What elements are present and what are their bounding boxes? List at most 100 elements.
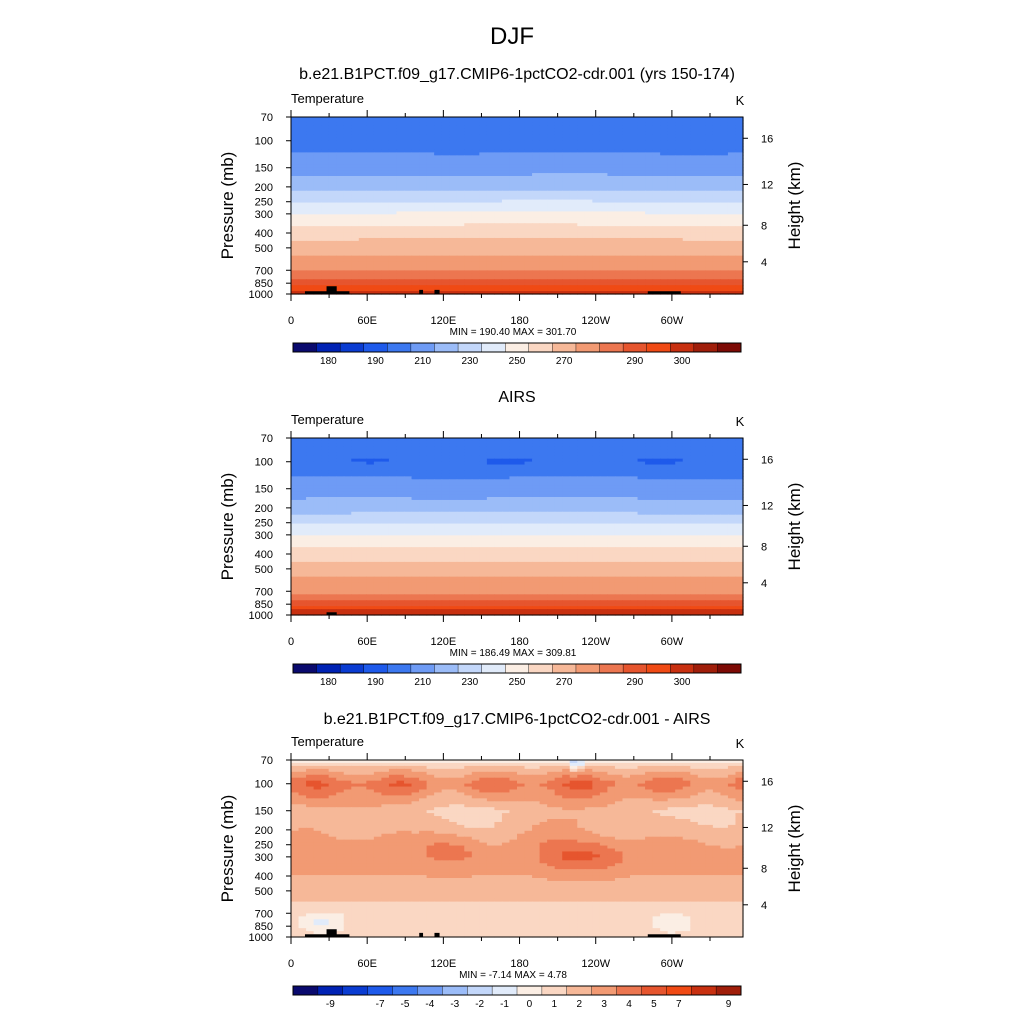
field-cell [313,199,322,204]
field-cell [479,485,488,489]
field-cell [328,264,337,269]
field-cell [336,264,345,269]
field-cell [336,458,345,463]
field-cell [434,184,443,189]
field-cell [667,117,676,121]
field-cell [532,202,541,207]
field-cell [298,479,307,483]
field-cell [720,470,729,474]
field-cell [479,131,488,136]
field-cell [562,190,571,195]
field-cell [479,184,488,189]
field-cell [313,117,322,121]
field-cell [584,187,593,192]
field-cell [697,246,706,251]
field-cell [366,202,375,207]
field-cell [426,288,435,292]
field-cell [584,438,593,442]
field-cell [682,190,691,195]
field-cell [697,196,706,201]
field-cell [532,440,541,445]
field-cell [426,464,435,469]
field-cell [614,273,624,277]
field-cell [735,464,744,469]
field-cell [434,476,443,480]
field-cell [607,255,616,260]
field-cell [479,285,488,289]
field-cell [291,264,300,269]
field-cell [298,246,307,251]
field-cell [456,155,465,159]
field-cell [562,134,571,139]
field-cell [373,122,382,127]
field-cell [547,476,556,480]
field-cell [712,117,721,121]
field-cell [727,488,737,492]
field-cell [441,208,450,212]
field-cell [637,202,646,207]
field-cell [705,485,714,489]
field-cell [660,134,669,139]
field-cell [735,161,744,165]
field-cell [614,217,624,221]
field-cell [705,264,714,269]
field-cell [517,128,526,133]
field-cell [599,438,608,442]
field-cell [592,476,601,480]
field-cell [569,243,578,248]
field-cell [291,476,300,480]
field-cell [298,476,307,480]
field-cell [426,264,435,269]
field-cell [328,208,337,212]
field-cell [592,440,601,445]
field-cell [486,184,495,189]
field-cell [396,497,405,501]
field-cell [426,438,435,442]
field-cell [697,202,706,207]
field-cell [321,476,330,480]
field-cell [351,461,360,466]
field-cell [614,285,624,289]
field-cell [577,264,586,269]
field-cell [419,119,428,124]
field-cell [358,149,367,153]
field-cell [524,261,533,266]
field-cell [524,449,533,454]
field-cell [517,279,526,283]
field-cell [494,267,503,271]
field-cell [554,291,563,295]
field-cell [705,246,714,251]
field-cell [351,196,360,201]
field-cell [419,217,428,221]
field-cell [328,232,337,236]
field-cell [547,235,556,239]
field-cell [396,464,405,469]
field-cell [524,131,533,136]
field-cell [584,491,593,495]
field-cell [569,279,578,283]
field-cell [660,494,669,498]
field-cell [622,440,631,445]
field-cell [697,446,706,451]
field-cell [298,167,307,171]
field-cell [388,190,398,195]
field-cell [501,288,511,292]
field-cell [584,258,593,263]
field-cell [411,291,420,295]
field-cell [562,264,571,269]
field-cell [358,285,367,289]
field-cell [486,285,495,289]
field-cell [735,243,744,248]
field-cell [577,458,586,463]
field-cell [720,149,729,153]
field-cell [727,285,737,289]
field-cell [373,173,382,177]
field-cell [291,240,300,245]
field-cell [735,202,744,207]
field-cell [697,449,706,454]
field-cell [645,440,654,445]
field-cell [336,181,345,186]
field-cell [336,270,345,274]
field-cell [554,497,563,501]
field-cell [328,249,337,254]
